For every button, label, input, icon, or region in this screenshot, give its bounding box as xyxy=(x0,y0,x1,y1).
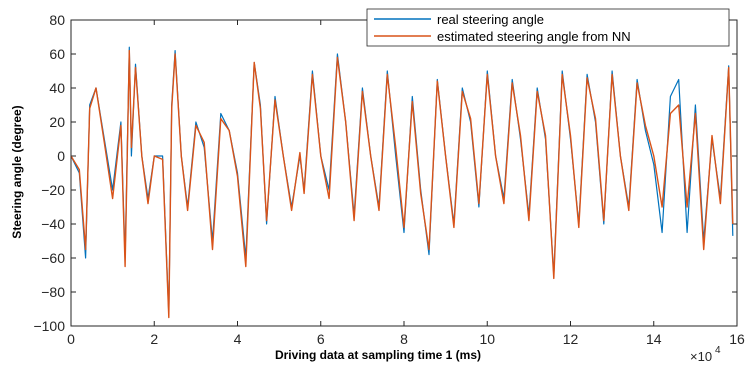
x-tick-label: 16 xyxy=(729,331,745,347)
y-axis-label: Steering angle (degree) xyxy=(10,105,24,238)
legend-label-real: real steering angle xyxy=(437,12,544,27)
y-tick-label: −20 xyxy=(41,182,65,198)
x-axis-label: Driving data at sampling time 1 (ms) xyxy=(275,348,481,362)
series-layer xyxy=(70,46,734,319)
x-tick-label: 6 xyxy=(317,331,325,347)
y-tick-label: −80 xyxy=(41,284,65,300)
y-tick-label: −40 xyxy=(41,216,65,232)
x-tick-label: 0 xyxy=(67,331,75,347)
x-tick-label: 14 xyxy=(646,331,662,347)
y-tick-label: −100 xyxy=(33,318,65,334)
y-tick-label: 20 xyxy=(49,114,65,130)
y-tick-label: 0 xyxy=(57,148,65,164)
y-tick-label: 40 xyxy=(49,80,65,96)
x-tick-label: 12 xyxy=(563,331,579,347)
legend-box xyxy=(366,8,730,47)
x-tick-label: 10 xyxy=(479,331,495,347)
x-exponent-base: ×10 xyxy=(690,349,712,364)
legend: real steering angle estimated steering a… xyxy=(366,8,730,47)
x-tick-label: 2 xyxy=(150,331,158,347)
y-tick-labels: −100 −80 −60 −40 −20 0 20 40 60 80 xyxy=(33,12,65,334)
x-tick-label: 8 xyxy=(400,331,408,347)
x-exponent-power: 4 xyxy=(715,345,721,356)
plot-area xyxy=(71,20,737,326)
x-tick-label: 4 xyxy=(234,331,242,347)
series-line-estimated xyxy=(70,49,734,319)
y-tick-label: −60 xyxy=(41,250,65,266)
x-exponent-label: ×10 4 xyxy=(690,345,721,364)
y-tick-label: 80 xyxy=(49,12,65,28)
x-tick-labels: 0 2 4 6 8 10 12 14 16 xyxy=(67,331,745,347)
legend-label-estimated: estimated steering angle from NN xyxy=(437,29,631,44)
y-tick-label: 60 xyxy=(49,46,65,62)
